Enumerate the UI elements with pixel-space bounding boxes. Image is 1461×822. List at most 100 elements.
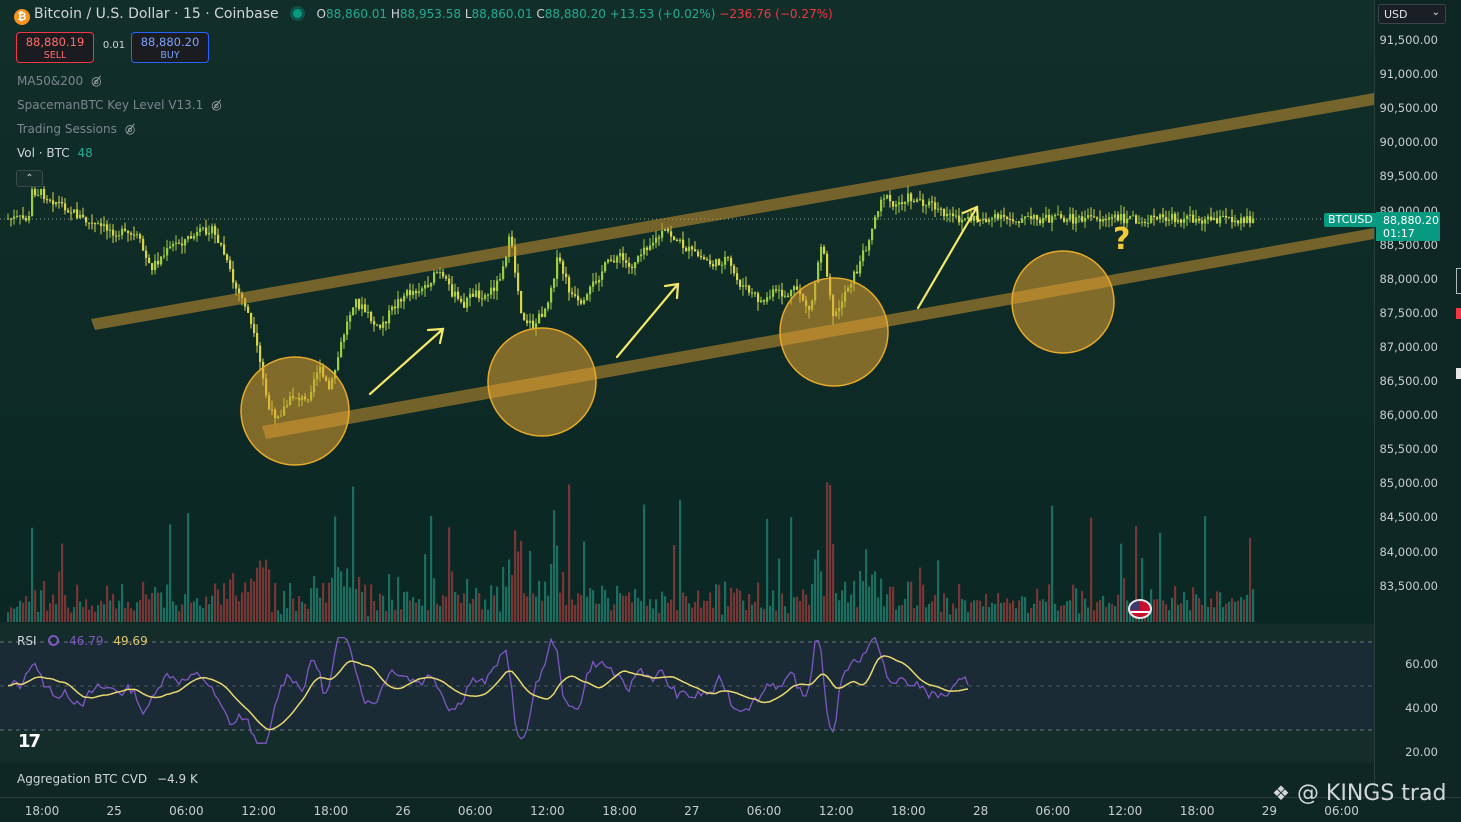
candle-body	[817, 262, 820, 283]
candle-body	[940, 208, 943, 210]
volume-bar	[571, 599, 574, 622]
indicator-ma[interactable]: MA50&200 ◎̸	[17, 74, 102, 88]
candle-body	[178, 242, 181, 244]
volume-bar	[331, 577, 334, 622]
volume-bar	[1054, 603, 1057, 622]
volume-bar	[784, 606, 787, 622]
candle-body	[1207, 216, 1210, 220]
indicator-volume[interactable]: Vol · BTC 48	[17, 146, 93, 160]
cvd-pane[interactable]	[0, 763, 1374, 797]
main-chart-pane[interactable]	[0, 0, 1374, 623]
volume-bar	[445, 596, 448, 622]
volume-bar	[1147, 615, 1150, 622]
volume-bar	[1087, 607, 1090, 622]
volume-bar	[1246, 594, 1249, 622]
volume-bar	[1051, 505, 1054, 622]
interval-label[interactable]: 15	[182, 6, 201, 22]
volume-bar	[544, 581, 547, 622]
candle-body	[418, 291, 421, 294]
price-tick-label: 87,000.00	[1379, 339, 1438, 354]
candle-body	[697, 251, 700, 256]
volume-bar	[406, 591, 409, 622]
candle-body	[154, 260, 157, 270]
collapse-legend-button[interactable]: ⌃	[16, 170, 43, 187]
candle-body	[733, 265, 736, 274]
volume-bar	[703, 600, 706, 622]
price-chart[interactable]	[0, 0, 1374, 623]
candle-body	[883, 198, 886, 200]
volume-bar	[256, 567, 259, 622]
candle-body	[1111, 217, 1114, 219]
candle-body	[52, 200, 55, 205]
candle-body	[1219, 216, 1222, 224]
candle-body	[532, 320, 535, 329]
watermark: ❖ @ KINGS trad	[1272, 781, 1446, 806]
cvd-legend[interactable]: Aggregation BTC CVD −4.9 K	[17, 772, 198, 786]
volume-bar	[1114, 606, 1117, 622]
candle-body	[1078, 216, 1081, 218]
candle-body	[952, 213, 955, 217]
candle-body	[529, 320, 532, 324]
candle-body	[1165, 217, 1168, 221]
volume-bar	[1237, 600, 1240, 622]
volume-bar	[61, 543, 64, 622]
candle-body	[1234, 220, 1237, 223]
candle-body	[127, 230, 130, 234]
volume-bar	[10, 607, 13, 622]
candle-body	[214, 226, 217, 235]
volume-bar	[1108, 602, 1111, 622]
tradingview-logo[interactable]: 17	[18, 731, 41, 752]
volume-bar	[625, 595, 628, 622]
rsi-legend[interactable]: RSI 46.79 49.69	[17, 634, 148, 648]
currency-select[interactable]: USD ⌄	[1378, 4, 1446, 24]
eye-hidden-icon[interactable]: ◎̸	[91, 74, 102, 88]
price-tick-label: 86,500.00	[1379, 374, 1438, 388]
candle-body	[1225, 215, 1228, 218]
candle-body	[58, 201, 61, 203]
volume-bar	[883, 606, 886, 622]
eye-hidden-icon[interactable]: ◎̸	[211, 98, 222, 112]
candle-body	[985, 218, 988, 222]
volume-bar	[721, 614, 724, 622]
candle-body	[208, 233, 211, 235]
volume-bar	[52, 594, 55, 622]
price-axis[interactable]: 91,500.00 91,000.00 90,500.00 90,000.00 89,5…	[1374, 0, 1461, 797]
volume-bar	[19, 600, 22, 622]
candle-body	[64, 203, 67, 211]
volume-bar	[631, 602, 634, 622]
symbol-header[interactable]: ₿ Bitcoin / U.S. Dollar · 15 · Coinbase O…	[14, 6, 833, 25]
candle-body	[823, 246, 826, 254]
eye-hidden-icon[interactable]: ◎̸	[124, 122, 136, 136]
candle-body	[892, 201, 895, 207]
candle-body	[235, 282, 238, 289]
indicator-keylevel[interactable]: SpacemanBTC Key Level V13.1 ◎̸	[17, 98, 222, 112]
volume-bar	[1174, 585, 1177, 622]
volume-bar	[100, 600, 103, 622]
time-axis[interactable]: 18:00 25 06:00 12:00 18:00 26 06:00 12:00 18:00 2…	[0, 797, 1461, 822]
time-tick-label: 18:00	[602, 804, 637, 818]
volume-bar	[373, 601, 376, 622]
candle-body	[1063, 217, 1066, 222]
rsi-pane[interactable]	[0, 624, 1374, 762]
volume-bar	[556, 545, 559, 622]
candle-body	[907, 193, 910, 203]
volume-bar	[1111, 604, 1114, 622]
buy-button[interactable]: 88,880.20 BUY	[131, 32, 209, 63]
volume-bar	[874, 571, 877, 622]
volume-bar	[367, 615, 370, 622]
us-flag-icon[interactable]	[1128, 599, 1152, 619]
volume-bar	[568, 484, 571, 622]
scale-handle[interactable]	[1456, 268, 1461, 294]
candle-body	[598, 279, 601, 283]
symbol-name[interactable]: Bitcoin / U.S. Dollar	[34, 6, 170, 22]
volume-bar	[868, 586, 871, 622]
volume-bar	[736, 588, 739, 622]
volume-bar	[1189, 610, 1192, 622]
sell-price: 88,880.19	[25, 35, 85, 49]
indicator-sessions[interactable]: Trading Sessions ◎̸	[17, 122, 135, 136]
candle-body	[1036, 214, 1039, 220]
sell-button[interactable]: 88,880.19 SELL	[16, 32, 94, 63]
candle-body	[1126, 218, 1129, 224]
candle-body	[1060, 214, 1063, 218]
volume-bar	[334, 516, 337, 622]
